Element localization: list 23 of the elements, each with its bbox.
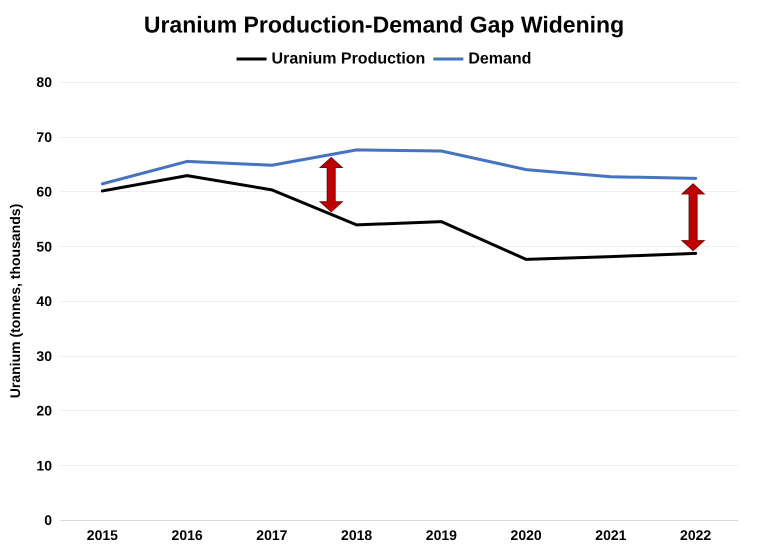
y-tick-label: 40 <box>36 293 52 309</box>
y-tick-label: 50 <box>36 238 52 254</box>
x-tick-label: 2022 <box>680 527 712 543</box>
y-tick-label: 20 <box>36 402 52 418</box>
y-tick-label: 30 <box>36 348 52 364</box>
line-series <box>100 148 698 186</box>
y-tick-label: 10 <box>36 457 52 474</box>
x-tick-label: 2021 <box>595 527 627 543</box>
x-tick-label: 2019 <box>426 527 458 543</box>
legend-label: Uranium Production <box>272 50 426 68</box>
x-tick-label: 2018 <box>341 527 372 543</box>
y-tick-label: 80 <box>36 74 52 90</box>
x-tick-label: 2016 <box>172 527 203 543</box>
y-axis-title: Uranium (tonnes, thousands) <box>7 204 23 398</box>
y-tick-label: 70 <box>36 128 52 145</box>
line-series <box>100 174 698 261</box>
y-tick-label: 0 <box>44 512 52 528</box>
x-tick-label: 2020 <box>510 527 542 543</box>
x-tick-label: 2017 <box>256 527 288 543</box>
y-tick-label: 60 <box>36 184 52 200</box>
x-tick-label: 2015 <box>86 527 118 543</box>
legend-label: Demand <box>468 50 532 68</box>
chart-title: Uranium Production-Demand Gap Widening <box>144 12 624 38</box>
